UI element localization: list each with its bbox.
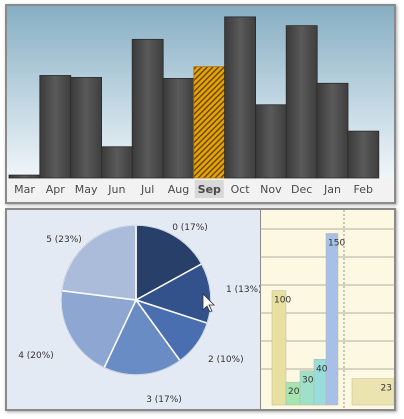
pie-outline (60, 224, 212, 376)
month-label-jun: Jun (107, 183, 125, 196)
column-e[interactable] (325, 233, 339, 406)
pie-label-5: 5 (23%) (46, 235, 82, 245)
column-label-b: 20 (288, 387, 300, 397)
selected-month-highlight (194, 180, 224, 198)
bar-aug[interactable] (162, 78, 195, 179)
mouse-cursor-icon (202, 293, 215, 313)
month-label-oct: Oct (231, 183, 251, 196)
month-label-apr: Apr (46, 183, 66, 196)
month-label-mar: Mar (14, 183, 35, 196)
pie-label-3: 3 (17%) (146, 395, 182, 405)
month-label-may: May (75, 183, 98, 196)
bar-apr[interactable] (39, 75, 72, 179)
month-label-jan: Jan (323, 183, 341, 196)
month-label-dec: Dec (291, 183, 312, 196)
month-label-feb: Feb (354, 183, 373, 196)
pie-chart: 0 (17%) 1 (13%) 2 (10%) 3 (17%) 4 (20%) 5 (23… (7, 210, 260, 409)
pie-label-2: 2 (10%) (208, 355, 244, 365)
column-label-a: 100 (274, 296, 291, 306)
monthly-bar-chart: Mar Apr May Jun Jul Aug Sep Oct Nov Dec Jan Feb (7, 6, 394, 202)
pie-label-0: 0 (17%) (172, 223, 208, 233)
bar-jul[interactable] (131, 38, 164, 179)
month-label-jul: Jul (140, 183, 154, 196)
column-label-d: 40 (316, 364, 328, 374)
pie-label-4: 4 (20%) (18, 351, 54, 361)
bar-may[interactable] (70, 77, 102, 179)
month-label-aug: Aug (168, 183, 189, 196)
column-label-c: 30 (302, 376, 314, 386)
month-label-nov: Nov (260, 183, 282, 196)
bar-oct[interactable] (224, 16, 257, 179)
bar-mar[interactable] (8, 174, 41, 179)
column-f[interactable] (351, 378, 394, 406)
column-label-e: 150 (328, 238, 345, 248)
monthly-bar-chart-panel: Mar Apr May Jun Jul Aug Sep Oct Nov Dec Jan Feb (5, 4, 396, 204)
month-label-sep: Sep (198, 183, 221, 196)
pie-label-1: 1 (13%) (226, 285, 260, 295)
bar-sep[interactable] (193, 66, 226, 179)
bar-jun[interactable] (101, 146, 133, 179)
bar-feb[interactable] (347, 130, 380, 179)
column-label-f: 23 (381, 384, 392, 394)
bottom-panel: 0 (17%) 1 (13%) 2 (10%) 3 (17%) 4 (20%) 5 (23… (5, 208, 396, 411)
column-a[interactable] (271, 290, 287, 406)
bar-nov[interactable] (254, 104, 287, 179)
bar-jan[interactable] (316, 82, 349, 179)
bar-dec[interactable] (285, 25, 318, 179)
